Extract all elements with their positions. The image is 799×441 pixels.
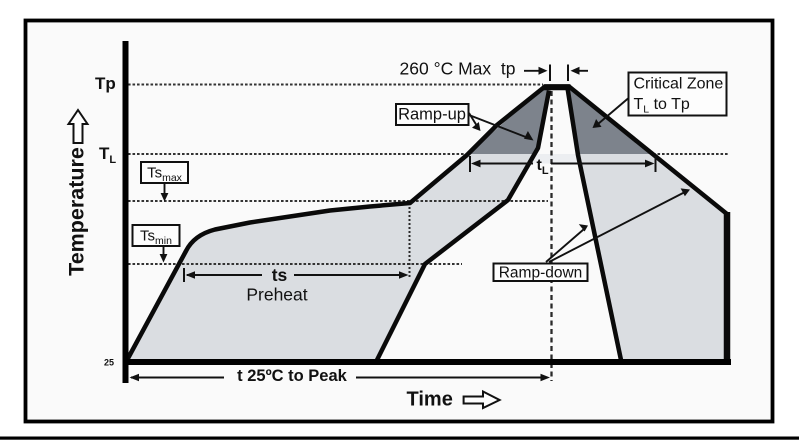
svg-text:260 °C Max tp: 260 °C Max tp	[400, 59, 516, 79]
svg-text:Critical Zone: Critical Zone	[634, 76, 724, 93]
svg-text:Ramp-up: Ramp-up	[398, 106, 466, 124]
svg-text:Tp: Tp	[95, 74, 116, 93]
svg-text:Time: Time	[407, 389, 453, 411]
svg-text:Ramp-down: Ramp-down	[499, 265, 583, 282]
svg-text:TL to Tp: TL to Tp	[634, 96, 690, 116]
svg-text:Preheat: Preheat	[246, 285, 307, 305]
svg-text:ts: ts	[272, 265, 288, 285]
svg-text:Temperature: Temperature	[65, 147, 89, 276]
svg-text:t 25ºC to Peak: t 25ºC to Peak	[237, 367, 347, 385]
svg-text:25: 25	[104, 358, 114, 368]
